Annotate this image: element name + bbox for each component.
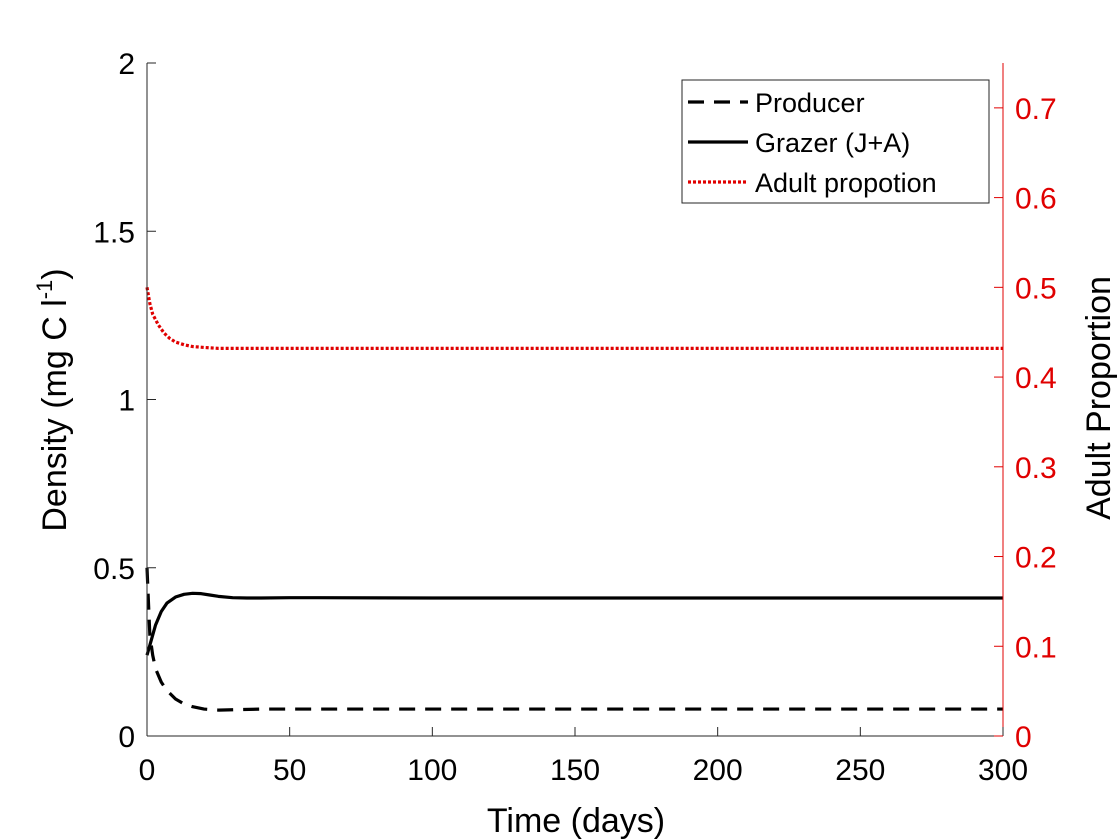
y-tick-label: 0.5 bbox=[93, 553, 135, 586]
y2-tick-label: 0.5 bbox=[1015, 272, 1057, 305]
x-tick-label: 50 bbox=[273, 754, 306, 787]
y-axis-title: Density (mg C l-1) bbox=[32, 268, 74, 531]
y2-tick-label: 0 bbox=[1015, 721, 1032, 754]
y2-axis-title: Adult Proportion bbox=[1080, 276, 1118, 520]
y-tick-label: 2 bbox=[118, 48, 135, 81]
legend-label-producer: Producer bbox=[755, 88, 865, 118]
y-tick-label: 0 bbox=[118, 721, 135, 754]
x-tick-label: 200 bbox=[693, 754, 743, 787]
y2-tick-label: 0.6 bbox=[1015, 183, 1057, 216]
y-tick-label: 1 bbox=[118, 385, 135, 418]
legend-label-adult-propotion: Adult propotion bbox=[755, 168, 937, 198]
series-line-grazer-j-a bbox=[145, 591, 1003, 656]
x-axis-title: Time (days) bbox=[487, 802, 665, 840]
y2-tick-label: 0.3 bbox=[1015, 452, 1057, 485]
y-axis-title-superscript: -1 bbox=[32, 280, 57, 300]
series-line-adult-propotion bbox=[145, 287, 1003, 350]
y-axis-title-close: ) bbox=[36, 268, 74, 279]
x-tick-label: 300 bbox=[978, 754, 1028, 787]
series-layer bbox=[145, 287, 1003, 712]
y-tick-label: 1.5 bbox=[93, 216, 135, 249]
y2-tick-label: 0.7 bbox=[1015, 93, 1057, 126]
x-tick-label: 100 bbox=[407, 754, 457, 787]
legend: Producer Grazer (J+A) Adult propotion bbox=[681, 79, 990, 204]
y2-tick-label: 0.2 bbox=[1015, 542, 1057, 575]
x-tick-label: 250 bbox=[835, 754, 885, 787]
x-tick-label: 0 bbox=[139, 754, 156, 787]
y2-tick-label: 0.1 bbox=[1015, 631, 1057, 664]
y2-tick-label: 0.4 bbox=[1015, 362, 1057, 395]
y-axis-title-main: Density (mg C l bbox=[36, 299, 74, 531]
x-tick-label: 150 bbox=[550, 754, 600, 787]
axes-layer: 0 50 100 150 200 250 30000.511.5200.10.20.30.4… bbox=[93, 48, 1056, 787]
legend-label-grazer-j-a: Grazer (J+A) bbox=[755, 128, 910, 158]
